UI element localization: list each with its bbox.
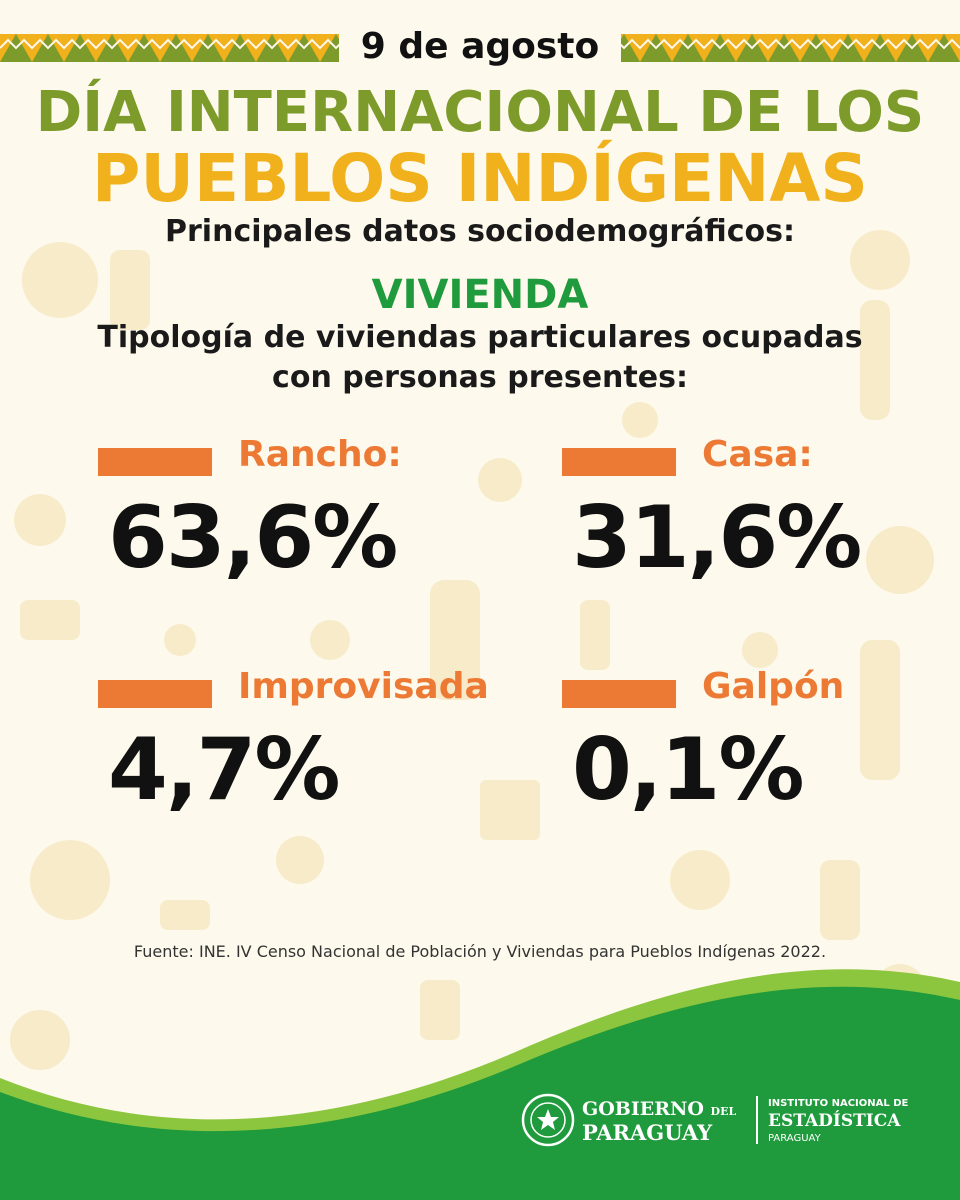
- stat-label: Galpón: [702, 666, 845, 707]
- stat-value: 4,7%: [108, 720, 341, 820]
- ine-logo-line-3: PARAGUAY: [768, 1133, 821, 1144]
- subtitle: Principales datos sociodemográficos:: [165, 214, 795, 249]
- orange-bar-marker: [98, 448, 212, 476]
- stat-label: Rancho:: [238, 434, 402, 475]
- stat-value: 31,6%: [572, 488, 862, 588]
- orange-bar-marker: [98, 680, 212, 708]
- orange-bar-marker: [562, 680, 676, 708]
- stat-label: Improvisada: [238, 666, 489, 707]
- footer-logos: GOBIERNO DEL PARAGUAY INSTITUTO NACIONAL…: [520, 1092, 940, 1152]
- source-note: Fuente: INE. IV Censo Nacional de Poblac…: [133, 942, 827, 961]
- title-line-1: DÍA INTERNACIONAL DE LOS: [35, 80, 925, 145]
- ine-logo-line-1: INSTITUTO NACIONAL DE: [768, 1098, 909, 1109]
- stat-value: 63,6%: [108, 488, 398, 588]
- government-logo-line-2: PARAGUAY: [582, 1120, 713, 1145]
- event-date: 9 de agosto: [0, 26, 960, 67]
- government-logo-line-1: GOBIERNO DEL: [582, 1098, 737, 1120]
- footer-wave: [0, 969, 960, 1200]
- ine-logo-line-2: ESTADÍSTICA: [768, 1111, 901, 1131]
- logo-divider: [756, 1096, 758, 1144]
- national-seal-icon: [521, 1093, 575, 1147]
- stat-label: Casa:: [702, 434, 813, 475]
- section-description: Tipología de viviendas particulares ocup…: [97, 320, 863, 395]
- section-title: VIVIENDA: [371, 272, 589, 318]
- stat-value: 0,1%: [572, 720, 805, 820]
- orange-bar-marker: [562, 448, 676, 476]
- title-line-2: PUEBLOS INDÍGENAS: [92, 140, 868, 217]
